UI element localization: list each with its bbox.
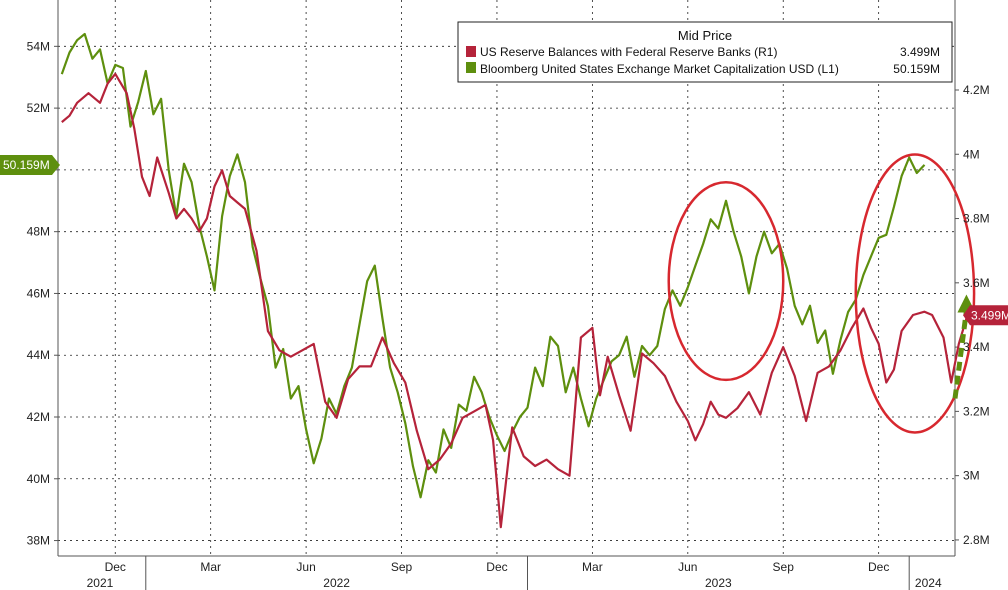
x-month-label: Dec bbox=[486, 560, 507, 574]
right-current-value: 3.499M bbox=[971, 308, 1008, 322]
x-year-label: 2021 bbox=[87, 576, 114, 590]
legend-swatch-reserves bbox=[466, 46, 476, 57]
right-tick-label: 4M bbox=[963, 147, 980, 161]
x-month-label: Sep bbox=[773, 560, 795, 574]
x-year-label: 2022 bbox=[323, 576, 350, 590]
legend-title: Mid Price bbox=[678, 28, 732, 43]
highlight-ellipse bbox=[854, 153, 976, 434]
x-month-label: Mar bbox=[582, 560, 603, 574]
left-tick-label: 40M bbox=[27, 472, 50, 486]
x-month-label: Sep bbox=[391, 560, 413, 574]
right-current-badge bbox=[963, 305, 1008, 326]
right-tick-label: 4.2M bbox=[963, 83, 990, 97]
axes-layer bbox=[54, 0, 959, 590]
series-line-mktcap bbox=[60, 32, 926, 499]
x-month-label: Dec bbox=[868, 560, 889, 574]
annotation-layer bbox=[667, 153, 976, 434]
x-month-label: Jun bbox=[296, 560, 315, 574]
left-current-badge bbox=[0, 154, 60, 175]
left-tick-label: 54M bbox=[27, 39, 50, 53]
legend: Mid Price US Reserve Balances with Feder… bbox=[457, 21, 953, 83]
x-month-label: Dec bbox=[105, 560, 126, 574]
series-line-reserves bbox=[61, 72, 968, 529]
left-tick-label: 46M bbox=[27, 286, 50, 300]
right-tick-label: 3.8M bbox=[963, 212, 990, 226]
left-tick-label: 48M bbox=[27, 225, 50, 239]
x-year-label: 2023 bbox=[705, 576, 732, 590]
highlight-ellipse bbox=[667, 180, 785, 382]
right-tick-label: 3.6M bbox=[963, 276, 990, 290]
x-month-label: Jun bbox=[678, 560, 697, 574]
legend-label-reserves: US Reserve Balances with Federal Reserve… bbox=[480, 45, 777, 59]
left-tick-label: 44M bbox=[27, 348, 50, 362]
up-arrow-shaft bbox=[952, 310, 969, 399]
right-tick-label: 3M bbox=[963, 469, 980, 483]
left-current-value: 50.159M bbox=[3, 158, 50, 172]
left-tick-label: 42M bbox=[27, 410, 50, 424]
x-month-label: Mar bbox=[200, 560, 221, 574]
x-year-label: 2024 bbox=[915, 576, 942, 590]
left-tick-label: 52M bbox=[27, 101, 50, 115]
right-tick-label: 2.8M bbox=[963, 533, 990, 547]
right-tick-label: 3.2M bbox=[963, 404, 990, 418]
left-tick-label: 38M bbox=[27, 534, 50, 548]
tick-label-layer: 38M40M42M44M46M48M50M52M54M2.8M3M3.2M3.4… bbox=[0, 39, 1008, 590]
legend-label-mktcap: Bloomberg United States Exchange Market … bbox=[480, 62, 839, 76]
legend-value-mktcap: 50.159M bbox=[893, 62, 940, 76]
legend-value-reserves: 3.499M bbox=[900, 45, 940, 59]
right-tick-label: 3.4M bbox=[963, 340, 990, 354]
legend-swatch-mktcap bbox=[466, 62, 476, 73]
